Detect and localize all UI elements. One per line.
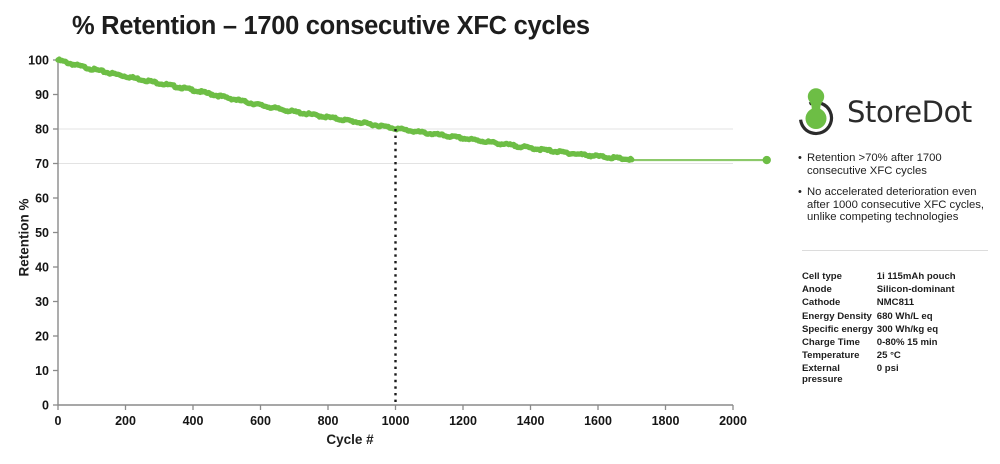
spec-value: 1i 115mAh pouch	[876, 271, 956, 282]
spec-key: Temperature	[802, 350, 860, 362]
spec-key: Specific energy	[802, 323, 873, 335]
x-tick-label: 600	[250, 414, 271, 428]
bullet-text: Retention >70% after 1700 consecutive XF…	[807, 152, 942, 177]
y-tick-label: 70	[35, 157, 49, 171]
x-tick-label: 1000	[382, 414, 410, 428]
x-tick-label: 1200	[449, 414, 477, 428]
x-tick-label: 1600	[584, 414, 612, 428]
x-tick-label: 800	[318, 414, 339, 428]
list-item: • Retention >70% after 1700 consecutive …	[798, 152, 996, 177]
y-tick-label: 30	[35, 295, 49, 309]
x-tick-label: 0	[55, 414, 62, 428]
spec-key: Cathode	[802, 297, 841, 309]
y-axis-label: Retention %	[16, 198, 32, 277]
x-tick-label: 1800	[652, 414, 680, 428]
y-tick-label: 0	[42, 399, 49, 413]
brand-wordmark: StoreDot	[847, 95, 972, 129]
bullet-list: • Retention >70% after 1700 consecutive …	[798, 152, 996, 233]
table-row: Temperature 25 °C	[802, 350, 998, 364]
spec-table-body: Cell type 1i 115mAh pouch Anode Silicon-dom…	[802, 271, 998, 388]
x-tick-label: 1400	[517, 414, 545, 428]
spec-key: External pressure	[802, 363, 843, 385]
y-tick-label: 50	[35, 226, 49, 240]
x-axis-label: Cycle #	[326, 432, 374, 447]
y-tick-label: 90	[35, 88, 49, 102]
spec-key: Anode	[802, 284, 832, 296]
storedot-droplet-icon	[798, 88, 834, 136]
bullet-text: No accelerated deterioration even after …	[807, 186, 985, 224]
table-row: Energy Density 680 Wh/L eq	[802, 310, 998, 325]
spec-key: Cell type	[802, 271, 842, 282]
x-tick-label: 200	[115, 414, 136, 428]
page-title: % Retention – 1700 consecutive XFC cycle…	[72, 12, 590, 40]
right-panel: StoreDot • Retention >70% after 1700 con…	[790, 0, 1000, 464]
y-tick-label: 60	[35, 192, 49, 206]
y-tick-label: 10	[35, 364, 49, 378]
spec-key: Charge Time	[802, 336, 860, 348]
x-tick-label: 2000	[719, 414, 747, 428]
spec-value: 25 °C	[876, 350, 901, 362]
retention-curve	[55, 56, 635, 163]
retention-chart: 0 10 20 30 40 50 60 70 80 90 100 0 200 400 600 800 1000 1…	[0, 50, 790, 464]
bullet-dot-icon: •	[798, 186, 802, 199]
spec-value: Silicon-dominant	[876, 284, 955, 296]
list-item: • No accelerated deterioration even afte…	[798, 186, 996, 224]
bullet-dot-icon: •	[798, 152, 802, 164]
y-tick-label: 80	[35, 123, 49, 137]
callout-dot-marker	[762, 155, 771, 165]
spec-value: 300 Wh/kg eq	[876, 323, 939, 335]
spec-table: Cell type 1i 115mAh pouch Anode Silicon-dom…	[802, 271, 998, 388]
y-tick-label: 20	[35, 330, 49, 344]
brand-logo: StoreDot	[796, 86, 972, 138]
y-tick-label: 100	[28, 54, 49, 68]
spec-value: 0 psi	[876, 363, 899, 375]
panel-divider	[802, 250, 988, 251]
table-row: Cathode NMC811	[802, 297, 998, 311]
spec-value: 0-80% 15 min	[876, 336, 938, 348]
spec-value: NMC811	[876, 297, 915, 309]
x-tick-label: 400	[183, 414, 204, 428]
table-row: Anode Silicon-dominant	[802, 284, 998, 298]
table-row: Specific energy 300 Wh/kg eq	[802, 323, 998, 338]
spec-key: Energy Density	[802, 310, 872, 322]
y-tick-label: 40	[35, 261, 49, 275]
table-row: External pressure 0 psi	[802, 364, 998, 388]
table-row: Charge Time 0-80% 15 min	[802, 336, 998, 351]
spec-value: 680 Wh/L eq	[876, 310, 933, 322]
table-row: Cell type 1i 115mAh pouch	[802, 271, 998, 285]
